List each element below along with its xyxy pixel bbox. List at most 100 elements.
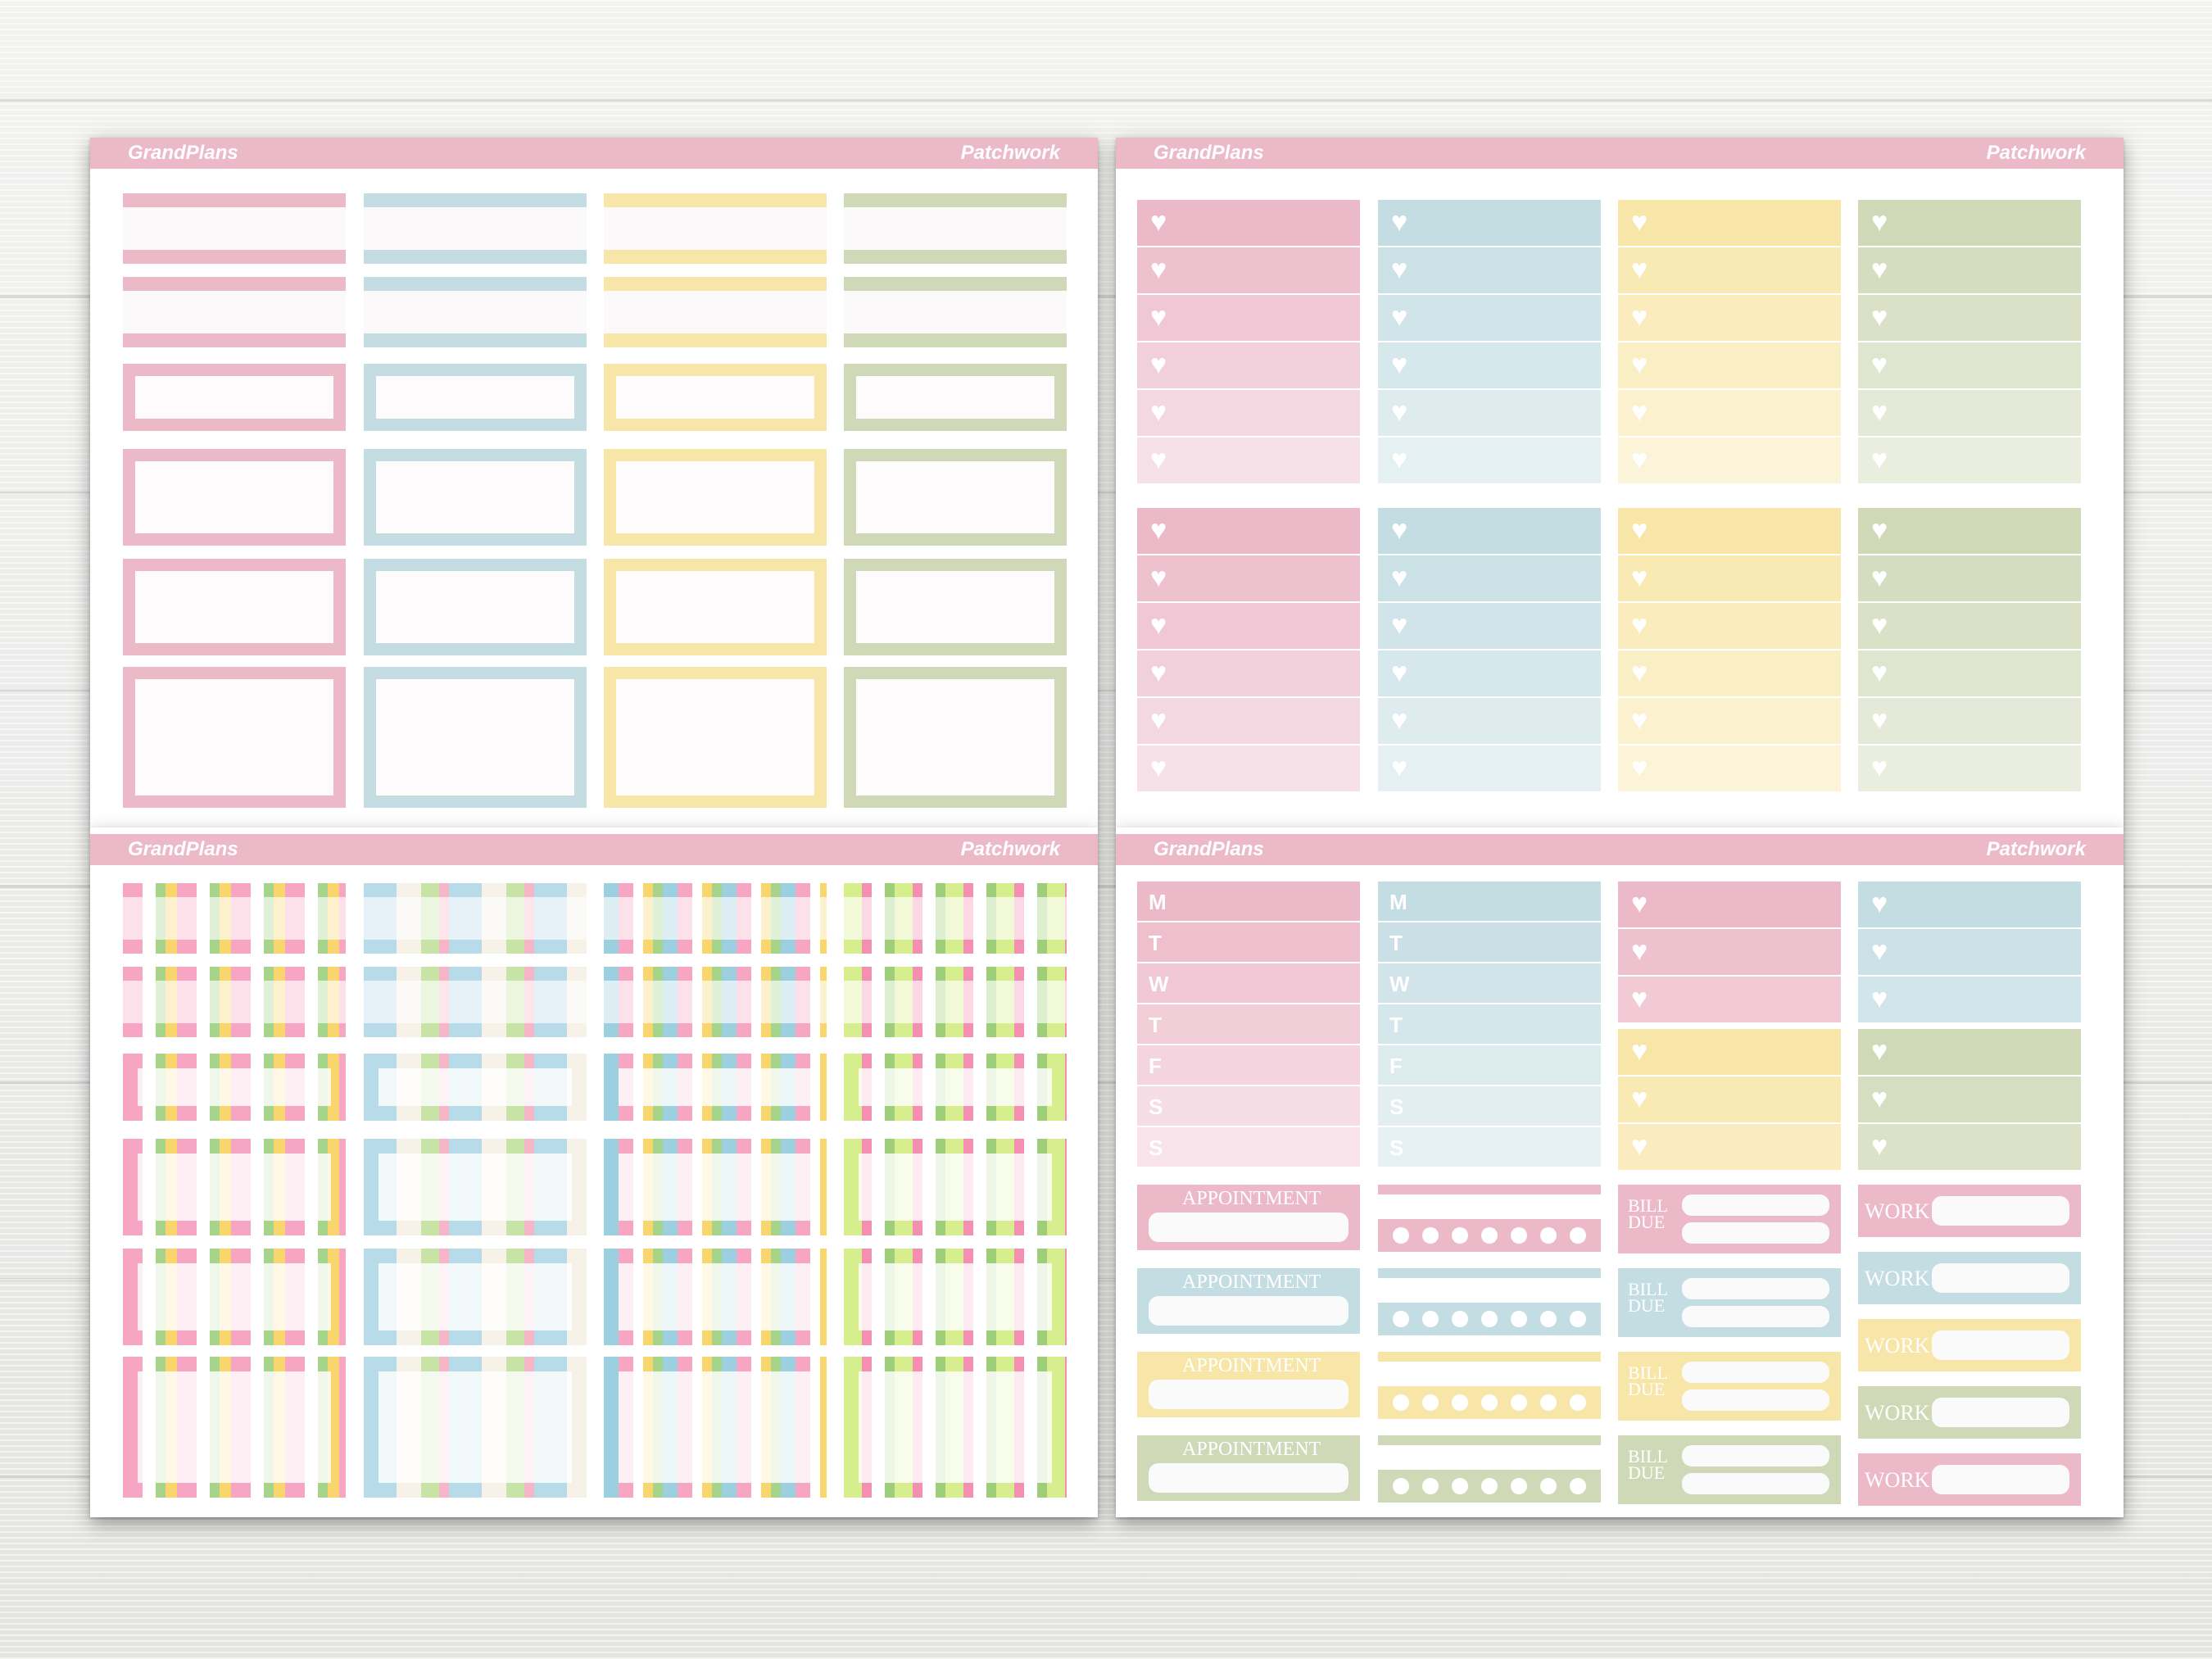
floral-washi-strip (364, 940, 587, 954)
box-frame (844, 667, 1067, 808)
floral-washi-fill (604, 981, 827, 1023)
sticker-sheet-weekly: GrandPlans Patchwork M T W T F S S M T W T F S S ♥ ♥ ♥ ♥ ♥… (1116, 827, 2124, 1517)
checklist-row (1378, 342, 1601, 388)
heart-icon: ♥ (1871, 349, 1888, 380)
circle-icon (1422, 1394, 1439, 1411)
circle-icon (1570, 1311, 1586, 1327)
writing-line (1682, 1389, 1829, 1411)
checklist-row (1858, 746, 2081, 791)
checklist-row (1618, 200, 1841, 246)
washi-gap (604, 207, 827, 250)
checklist-row (1618, 650, 1841, 696)
box-frame (123, 559, 346, 655)
heart-icon: ♥ (1631, 254, 1648, 285)
heart-icon: ♥ (1391, 705, 1408, 736)
floral-washi-strip (123, 967, 346, 981)
heart-icon: ♥ (1871, 705, 1888, 736)
checklist-row (1858, 390, 2081, 436)
checklist-row (1858, 603, 2081, 649)
washi-strip (844, 193, 1067, 207)
heart-icon: ♥ (1150, 397, 1167, 428)
heart-icon: ♥ (1391, 752, 1408, 783)
heart-icon: ♥ (1391, 301, 1408, 333)
weekday-row (1137, 1127, 1360, 1167)
heart-icon: ♥ (1391, 254, 1408, 285)
box-frame (844, 449, 1067, 546)
checklist-row (1137, 698, 1360, 744)
writing-line (1682, 1306, 1829, 1327)
day-letter: T (1389, 1013, 1403, 1037)
writing-line (1932, 1465, 2069, 1494)
checklist-row (1858, 508, 2081, 554)
weekday-row (1378, 882, 1601, 921)
circle-icon (1570, 1227, 1586, 1244)
circle-icon (1393, 1478, 1409, 1494)
heart-icon: ♥ (1150, 562, 1167, 593)
work-text: WORK (1865, 1199, 1930, 1223)
writing-line (1932, 1263, 2069, 1293)
circle-icon (1452, 1394, 1468, 1411)
heart-icon: ♥ (1150, 705, 1167, 736)
floral-washi-strip (123, 940, 346, 954)
circle-icon (1540, 1227, 1557, 1244)
checklist-row (1137, 555, 1360, 601)
checklist-row (1858, 1029, 2081, 1075)
heart-icon: ♥ (1631, 983, 1648, 1014)
floral-frame-window (138, 1371, 331, 1483)
floral-frame-window (619, 1371, 812, 1483)
heart-icon: ♥ (1631, 397, 1648, 428)
checklist-row (1618, 437, 1841, 483)
checklist-row (1618, 882, 1841, 927)
theme-name: Patchwork (960, 142, 1060, 164)
circle-icon (1540, 1478, 1557, 1494)
checklist-row (1137, 603, 1360, 649)
checklist-row (1858, 1124, 2081, 1170)
checklist-row (1378, 200, 1601, 246)
day-letter: T (1149, 1013, 1162, 1037)
theme-name: Patchwork (1986, 838, 2086, 860)
washi-strip (123, 250, 346, 264)
heart-icon: ♥ (1871, 562, 1888, 593)
heart-icon: ♥ (1391, 397, 1408, 428)
heart-icon: ♥ (1631, 610, 1648, 641)
day-letter: S (1149, 1135, 1163, 1160)
heart-icon: ♥ (1871, 752, 1888, 783)
day-letter: T (1149, 931, 1162, 955)
heart-icon: ♥ (1631, 1083, 1648, 1114)
heart-icon: ♥ (1150, 444, 1167, 475)
floral-washi-strip (364, 883, 587, 897)
heart-icon: ♥ (1631, 444, 1648, 475)
floral-frame-window (859, 1263, 1052, 1330)
heart-icon: ♥ (1631, 752, 1648, 783)
checklist-row (1137, 342, 1360, 388)
floral-washi-strip (123, 883, 346, 897)
checklist-row (1618, 508, 1841, 554)
checklist-row (1618, 247, 1841, 293)
writing-line (1149, 1213, 1349, 1242)
bill-due-text: BILL DUE (1628, 1362, 1668, 1399)
checklist-row (1378, 247, 1601, 293)
washi-gap (364, 291, 587, 333)
heart-icon: ♥ (1391, 657, 1408, 688)
circle-icon (1393, 1311, 1409, 1327)
floral-washi-strip (844, 940, 1067, 954)
box-frame (364, 449, 587, 546)
floral-washi-fill (844, 981, 1067, 1023)
checklist-row (1618, 746, 1841, 791)
floral-washi-strip (844, 967, 1067, 981)
floral-washi-fill (364, 897, 587, 940)
checklist-row (1618, 929, 1841, 975)
circle-icon (1452, 1478, 1468, 1494)
checklist-row (1378, 508, 1601, 554)
floral-washi-fill (844, 897, 1067, 940)
washi-gap (604, 291, 827, 333)
checklist-row (1618, 555, 1841, 601)
checklist-row (1858, 200, 2081, 246)
work-text: WORK (1865, 1267, 1930, 1290)
writing-line (1149, 1296, 1349, 1326)
floral-frame-window (619, 1154, 812, 1221)
box-frame (604, 364, 827, 431)
brand-name: GrandPlans (128, 142, 238, 164)
washi-gap (364, 207, 587, 250)
checklist-row (1137, 295, 1360, 341)
